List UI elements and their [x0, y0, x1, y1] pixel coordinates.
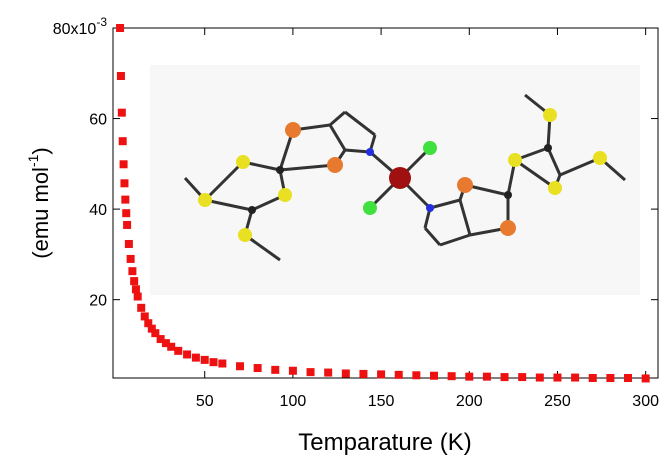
data-point	[119, 137, 127, 145]
data-point	[132, 285, 140, 293]
y-tick-label-text: 60	[89, 112, 107, 129]
y-tick-label: 80x10-3	[53, 15, 108, 38]
data-point	[254, 364, 262, 372]
chart: Temparature (K) (emu mol-1) 50 100 150 200 2…	[0, 0, 667, 471]
data-point	[324, 369, 332, 377]
data-point	[174, 347, 182, 355]
data-point	[430, 372, 438, 380]
data-point	[236, 362, 244, 370]
y-axis-label: (emu mol-1)	[25, 147, 53, 258]
data-point	[289, 367, 297, 375]
y-tick-label: 40	[89, 202, 107, 219]
data-point	[359, 370, 367, 378]
data-point	[553, 374, 561, 382]
data-point	[518, 373, 526, 381]
data-point	[501, 373, 509, 381]
data-point	[134, 292, 142, 300]
x-tick-label: 50	[196, 393, 214, 410]
y-tick-label: 20	[89, 293, 107, 310]
data-point	[210, 358, 218, 366]
x-tick-label: 300	[632, 393, 659, 410]
data-point	[624, 374, 632, 382]
data-point	[118, 109, 126, 117]
x-axis-label: Temparature (K)	[298, 429, 471, 456]
x-tick-label: 150	[368, 393, 395, 410]
data-point	[192, 354, 200, 362]
data-point	[120, 160, 128, 168]
data-point	[536, 374, 544, 382]
data-point	[137, 304, 145, 312]
data-point	[183, 350, 191, 358]
x-tick-label: 200	[456, 393, 483, 410]
y-tick-label-text: 40	[89, 202, 107, 219]
data-point	[271, 366, 279, 374]
data-point	[642, 374, 650, 382]
y-axis-label-end: )	[28, 147, 53, 154]
x-tick-label: 100	[280, 393, 307, 410]
data-point	[412, 371, 420, 379]
data-point	[125, 240, 133, 248]
y-tick-exponent: -3	[96, 15, 107, 29]
y-axis-label-main: (emu mol	[28, 167, 53, 259]
data-point	[465, 373, 473, 381]
y-tick-label-text: 20	[89, 293, 107, 310]
data-point	[589, 374, 597, 382]
data-point	[483, 373, 491, 381]
data-point	[128, 267, 136, 275]
data-point	[121, 196, 129, 204]
data-point	[606, 374, 614, 382]
data-point	[377, 370, 385, 378]
data-point	[201, 356, 209, 364]
data-point	[395, 371, 403, 379]
x-tick-label: 250	[544, 393, 571, 410]
data-point	[122, 209, 130, 217]
data-point	[167, 343, 175, 351]
data-point	[123, 221, 131, 229]
y-tick-label-text: 80x10	[53, 21, 97, 38]
y-tick-label: 60	[89, 112, 107, 129]
data-point	[127, 255, 135, 263]
data-point	[116, 24, 124, 32]
y-axis-label-superscript: -1	[25, 154, 41, 167]
data-point	[218, 360, 226, 368]
data-point	[571, 374, 579, 382]
data-point	[448, 372, 456, 380]
molecule-inset	[150, 65, 640, 295]
data-point	[120, 179, 128, 187]
data-point	[130, 277, 138, 285]
data-point	[307, 368, 315, 376]
data-point	[117, 72, 125, 80]
data-point	[342, 369, 350, 377]
